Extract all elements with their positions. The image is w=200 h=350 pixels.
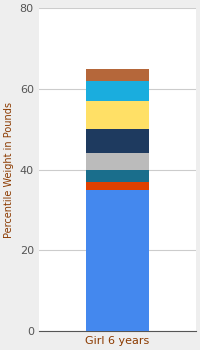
Bar <box>86 153 149 169</box>
Y-axis label: Percentile Weight in Pounds: Percentile Weight in Pounds <box>4 102 14 238</box>
Bar <box>86 101 149 129</box>
Bar <box>86 182 149 190</box>
Bar <box>86 169 149 182</box>
Bar <box>86 190 149 331</box>
Bar <box>86 81 149 101</box>
Bar <box>86 69 149 81</box>
Bar <box>86 129 149 153</box>
